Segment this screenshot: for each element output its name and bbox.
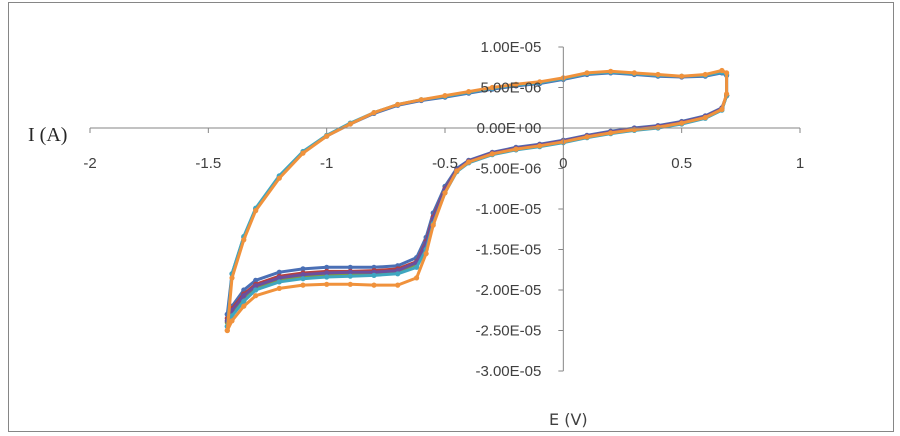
data-point <box>347 281 353 287</box>
data-point <box>241 303 247 309</box>
y-tick-label: -2.00E-05 <box>475 282 541 299</box>
data-point <box>276 269 282 275</box>
data-point <box>679 73 685 79</box>
y-tick-label: -2.50E-05 <box>475 323 541 340</box>
data-point <box>324 133 330 139</box>
data-point <box>702 71 708 78</box>
data-point <box>276 279 282 285</box>
data-point <box>423 251 429 257</box>
data-point <box>442 93 448 99</box>
data-point <box>724 70 730 76</box>
data-point <box>489 84 495 91</box>
y-tick-label: 1.00E-05 <box>480 39 541 56</box>
data-point <box>584 70 590 76</box>
data-point <box>300 272 306 278</box>
data-point <box>324 264 330 270</box>
data-point <box>347 273 353 279</box>
data-point <box>324 274 330 280</box>
data-point <box>300 276 306 282</box>
x-tick-label: 0 <box>559 155 567 172</box>
data-point <box>513 146 519 152</box>
data-point <box>395 282 401 288</box>
data-point <box>253 283 259 289</box>
data-point <box>324 270 330 276</box>
x-tick-label: 0.5 <box>671 155 692 172</box>
data-point <box>466 159 472 165</box>
data-point <box>347 264 353 270</box>
data-point <box>241 237 247 243</box>
data-point <box>702 114 708 121</box>
data-point <box>513 81 519 87</box>
data-point <box>414 264 420 270</box>
data-point <box>300 282 306 288</box>
data-point <box>347 269 353 275</box>
data-point <box>466 89 472 95</box>
data-point <box>229 318 235 324</box>
data-point <box>454 168 460 174</box>
data-point <box>276 175 282 181</box>
data-point <box>724 91 730 97</box>
y-tick-label: 0.00E+00 <box>477 120 542 137</box>
data-point <box>395 101 401 108</box>
data-point <box>608 130 614 136</box>
data-point <box>253 208 259 214</box>
y-tick-label: -3.00E-05 <box>475 363 541 380</box>
data-point <box>253 277 259 283</box>
data-point <box>719 67 725 74</box>
data-point <box>719 106 725 112</box>
y-axis-title: I (A) <box>28 124 67 146</box>
data-point <box>608 68 614 74</box>
data-point <box>418 97 424 103</box>
data-point <box>414 275 420 281</box>
y-tick-label: -1.50E-05 <box>475 242 541 259</box>
data-point <box>276 285 282 291</box>
data-point <box>253 287 259 293</box>
data-point <box>371 282 377 288</box>
data-point <box>371 110 377 116</box>
x-tick-label: 1 <box>796 155 804 172</box>
data-point <box>442 190 448 196</box>
data-point <box>300 266 306 272</box>
data-point <box>430 222 436 228</box>
series-6 <box>224 67 730 334</box>
y-tick-label: 5.00E-06 <box>480 80 541 97</box>
data-point <box>229 275 235 281</box>
data-point <box>241 298 247 304</box>
data-point <box>655 124 661 130</box>
x-tick-label: -2 <box>83 155 96 172</box>
data-point <box>347 121 353 127</box>
data-point <box>224 327 230 334</box>
data-point <box>324 281 330 287</box>
data-point <box>253 293 259 299</box>
data-point <box>679 120 685 126</box>
data-point <box>300 150 306 156</box>
data-point <box>537 79 543 85</box>
data-point <box>584 134 590 140</box>
data-point <box>276 275 282 281</box>
data-point <box>241 293 247 299</box>
x-tick-label: -1 <box>320 155 333 172</box>
data-point <box>395 271 401 277</box>
ticks-layer: -2 -1.5 -1 -0.5 0 0.5 1 1.00E-05 5.00E-06 0.00E+0… <box>83 39 804 380</box>
data-point <box>371 272 377 278</box>
x-axis-title: E (V) <box>549 410 588 429</box>
x-tick-label: -0.5 <box>432 155 458 172</box>
data-point <box>537 143 543 149</box>
x-tick-label: -1.5 <box>195 155 221 172</box>
y-tick-label: -5.00E-06 <box>475 161 541 178</box>
data-point <box>489 151 495 157</box>
data-point <box>631 70 637 76</box>
chart-frame <box>8 2 894 432</box>
data-point <box>655 71 661 78</box>
y-tick-label: -1.00E-05 <box>475 201 541 218</box>
